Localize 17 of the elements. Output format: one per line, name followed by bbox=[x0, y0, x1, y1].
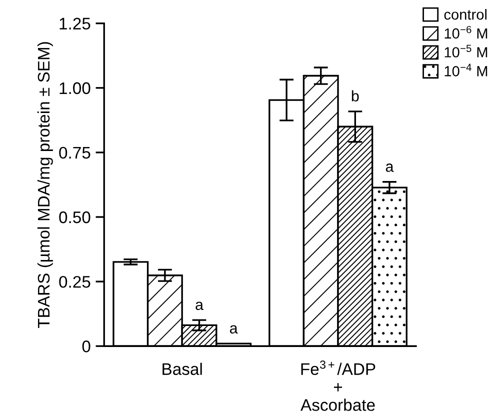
data-label: a bbox=[230, 325, 238, 334]
legend-label: 10$^{−5}$ M bbox=[444, 44, 488, 58]
y-tick-label: 1.00 bbox=[60, 82, 90, 94]
y-tick-label: 0.75 bbox=[59, 146, 90, 159]
x-tick-label: Basal bbox=[162, 362, 202, 376]
legend-label: 10$^{−6}$ M bbox=[444, 26, 488, 39]
y-tick-label: 0.50 bbox=[59, 211, 90, 224]
y-axis-title: TBARS (µmol MDA/mg protein ± SEM) bbox=[37, 42, 53, 328]
data-label: a bbox=[196, 302, 204, 310]
legend-label: control bbox=[444, 9, 486, 20]
legend-label: 10$^{−4}$ M bbox=[444, 64, 488, 76]
y-tick-label: 0 bbox=[82, 340, 90, 352]
y-tick-label: 0.25 bbox=[59, 276, 90, 288]
data-label: b bbox=[352, 90, 359, 102]
y-tick-label: 1.25 bbox=[60, 18, 90, 30]
x-tick-label: Fe$^{3+}$/ADP + Ascorbate bbox=[300, 360, 376, 411]
data-label: a bbox=[386, 164, 394, 172]
